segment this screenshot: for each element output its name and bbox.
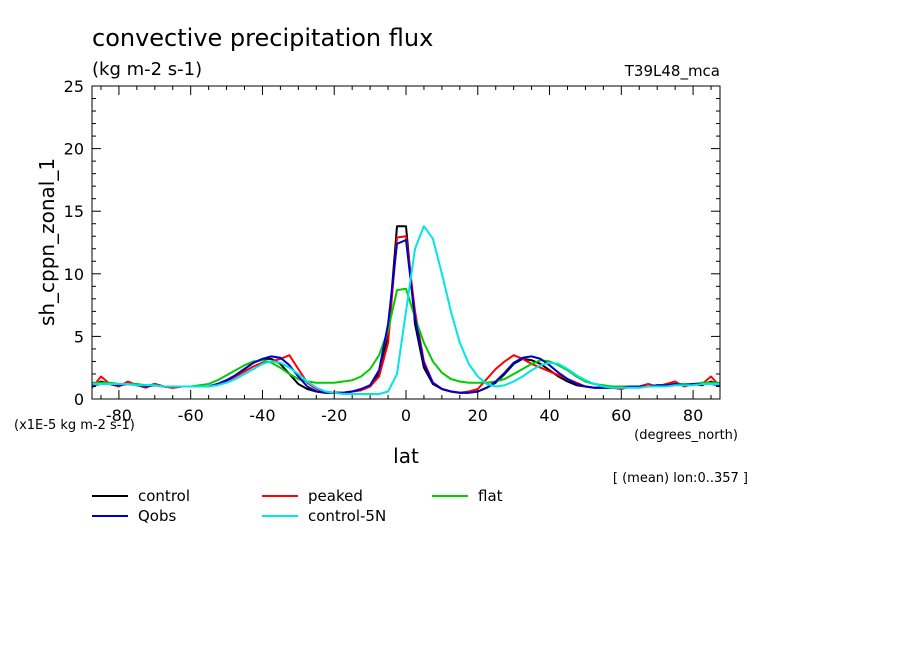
legend-label: control-5N <box>308 507 386 525</box>
experiment-label: T39L48_mca <box>624 62 720 81</box>
y-tick-label: 5 <box>74 327 84 346</box>
chart-subtitle: (kg m-2 s-1) <box>92 59 202 80</box>
x-tick-label: 0 <box>401 406 411 425</box>
y-tick-label: 0 <box>74 390 84 409</box>
y-axis-label: sh_cppn_zonal_1 <box>35 158 59 326</box>
legend-label: peaked <box>308 487 363 505</box>
y-tick-label: 10 <box>64 265 84 284</box>
chart-title: convective precipitation flux <box>92 24 433 52</box>
x-tick-label: 40 <box>539 406 559 425</box>
y-scale-note: (x1E-5 kg m-2 s-1) <box>14 418 135 433</box>
legend: control peaked flat Qobs control-5N <box>92 487 503 525</box>
x-tick-label: -80 <box>106 406 132 425</box>
x-axis: -80 -60 -40 -20 0 20 40 60 80 <box>100 86 712 425</box>
x-axis-label: lat <box>393 444 419 468</box>
y-tick-label: 25 <box>64 77 84 96</box>
y-axis: 0 5 10 15 20 25 <box>64 77 720 409</box>
legend-label: flat <box>478 487 503 505</box>
legend-label: control <box>138 487 190 505</box>
x-tick-label: 60 <box>611 406 631 425</box>
series-line-control-5n <box>92 225 720 395</box>
x-tick-label: -20 <box>321 406 347 425</box>
x-units-label: (degrees_north) <box>634 428 738 443</box>
x-tick-label: 80 <box>683 406 703 425</box>
x-tick-label: -40 <box>249 406 275 425</box>
series-group <box>92 225 720 395</box>
mean-note: [ (mean) lon:0..357 ] <box>613 471 748 486</box>
legend-label: Qobs <box>138 507 177 525</box>
y-tick-label: 15 <box>64 202 84 221</box>
x-tick-label: -60 <box>178 406 204 425</box>
series-line-flat <box>92 287 720 388</box>
x-tick-label: 20 <box>468 406 488 425</box>
y-tick-label: 20 <box>64 140 84 159</box>
